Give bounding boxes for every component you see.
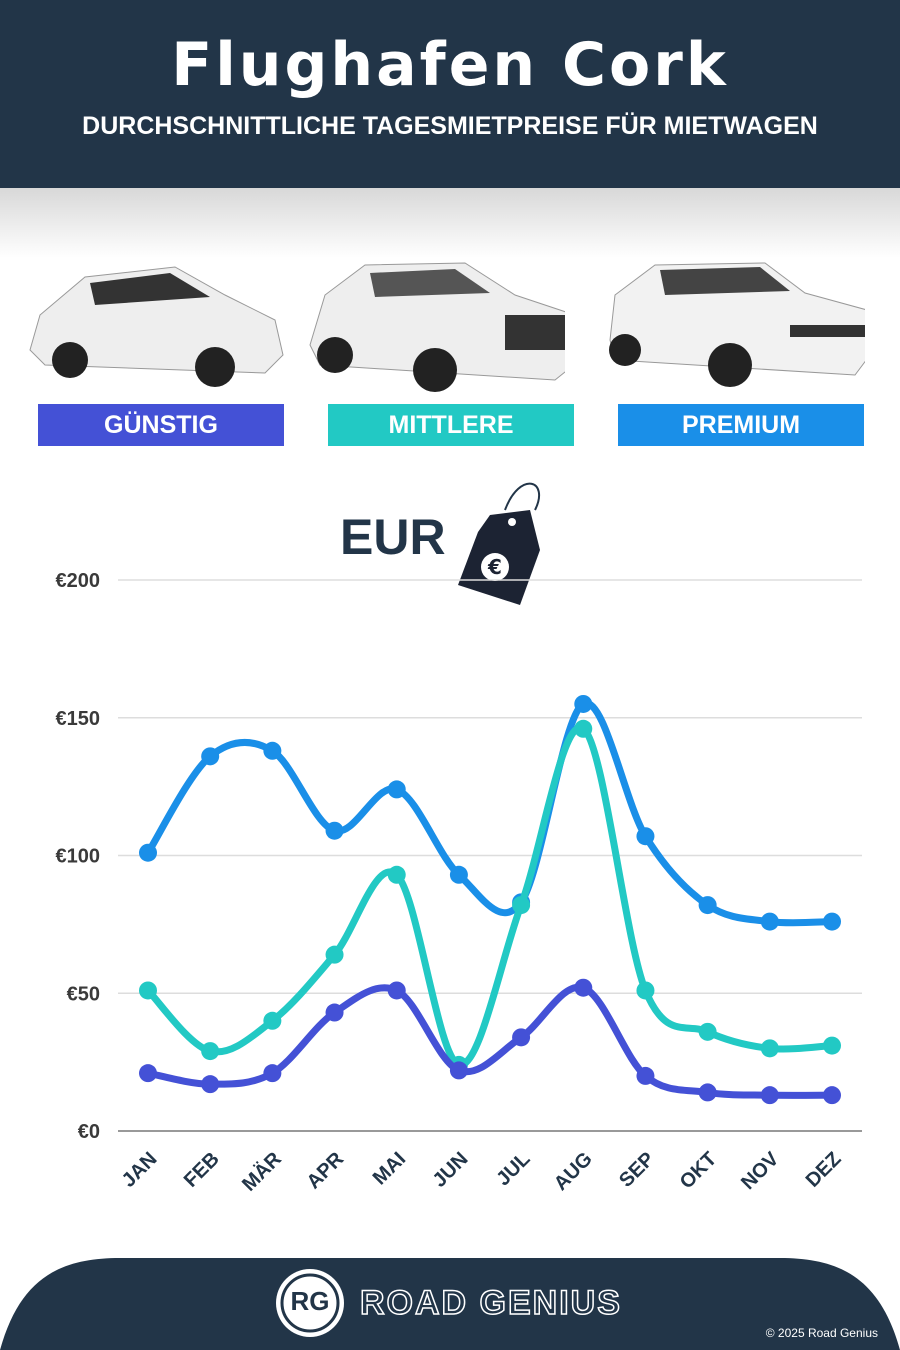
data-point-premium — [387, 780, 406, 799]
data-point-premium — [698, 896, 717, 915]
data-point-premium — [760, 912, 779, 931]
y-tick-label: €100 — [56, 846, 101, 868]
x-tick-label: JUL — [492, 1148, 534, 1190]
data-point-günstig — [325, 1003, 344, 1022]
category-label-mittlere: MITTLERE — [328, 404, 574, 446]
series-line-mittlere — [144, 724, 836, 1069]
data-point-mittlere — [387, 865, 406, 884]
logo: RG — [290, 1286, 330, 1316]
svg-text:€: € — [487, 555, 502, 579]
premium-suv-image — [609, 262, 865, 387]
data-point-günstig — [636, 1066, 655, 1085]
x-tick-label: OKT — [676, 1148, 721, 1193]
data-point-mittlere — [636, 981, 655, 1000]
data-point-mittlere — [760, 1039, 779, 1058]
data-point-mittlere — [263, 1011, 282, 1030]
y-tick-label: €0 — [78, 1121, 100, 1143]
brand-name: ROAD GENIUS — [359, 1283, 622, 1323]
data-point-premium — [636, 827, 655, 846]
price-tag-icon: € — [458, 482, 541, 605]
data-point-günstig — [760, 1086, 779, 1105]
data-point-günstig — [263, 1064, 282, 1083]
x-tick-label: APR — [303, 1148, 349, 1194]
data-point-mittlere — [139, 981, 157, 1000]
data-point-premium — [449, 865, 468, 884]
line-chart: €0 €50 €100 €150 €200 JAN FEB MÄR APR MAI JUN JUL AU… — [56, 570, 862, 1196]
data-point-günstig — [574, 978, 593, 997]
page-title: Flughafen Cork — [171, 30, 729, 100]
data-point-mittlere — [698, 1022, 717, 1041]
data-point-günstig — [387, 981, 406, 1000]
x-tick-label: JUN — [429, 1148, 473, 1192]
footer — [0, 1258, 900, 1350]
y-tick-label: €150 — [56, 708, 101, 730]
data-point-mittlere — [823, 1036, 841, 1055]
economy-car-image — [29, 266, 284, 387]
category-label-premium: PREMIUM — [618, 404, 864, 446]
category-label-guenstig: GÜNSTIG — [38, 404, 284, 446]
data-point-günstig — [449, 1061, 468, 1080]
data-point-mittlere — [325, 945, 344, 964]
data-point-mittlere — [201, 1042, 220, 1061]
data-point-günstig — [512, 1028, 531, 1047]
y-tick-label: €200 — [56, 570, 101, 592]
x-tick-label: MÄR — [237, 1147, 286, 1196]
data-point-günstig — [139, 1064, 157, 1083]
header-shadow — [0, 188, 900, 258]
x-tick-label: AUG — [550, 1148, 597, 1195]
data-point-premium — [823, 912, 841, 931]
data-point-mittlere — [574, 719, 593, 738]
x-tick-label: FEB — [180, 1148, 224, 1192]
data-point-premium — [325, 821, 344, 840]
copyright: © 2025 Road Genius — [765, 1326, 878, 1340]
x-tick-label: DEZ — [802, 1148, 846, 1192]
currency-label: EUR — [340, 509, 446, 565]
page-subtitle: DURCHSCHNITTLICHE TAGESMIETPREISE FÜR MI… — [82, 112, 818, 140]
data-point-premium — [574, 694, 593, 713]
series-line-premium — [144, 699, 836, 927]
header: Flughafen Cork DURCHSCHNITTLICHE TAGESMI… — [0, 0, 900, 188]
x-tick-label: NOV — [737, 1148, 784, 1195]
x-tick-label: SEP — [615, 1148, 659, 1192]
y-tick-label: €50 — [67, 983, 100, 1005]
x-tick-label: MAI — [369, 1148, 410, 1189]
data-point-günstig — [698, 1083, 717, 1102]
data-point-günstig — [201, 1075, 220, 1094]
x-tick-label: JAN — [118, 1148, 162, 1192]
data-point-premium — [139, 843, 157, 862]
data-point-premium — [263, 741, 282, 760]
data-point-mittlere — [512, 896, 531, 915]
data-point-premium — [201, 747, 220, 766]
data-point-günstig — [823, 1086, 841, 1105]
midsize-suv-image — [309, 262, 565, 392]
